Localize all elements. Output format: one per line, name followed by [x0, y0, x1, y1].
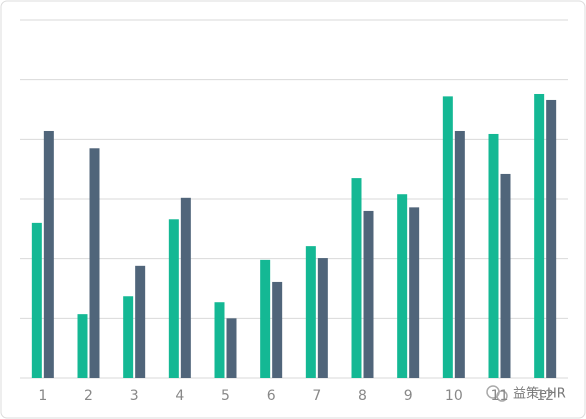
bar: [317, 258, 328, 378]
bar: [351, 178, 362, 378]
bar: [363, 210, 374, 378]
x-tick-label: 7: [312, 388, 321, 404]
bar: [226, 318, 237, 378]
bar: [500, 173, 511, 378]
bar: [546, 99, 557, 378]
watermark: 益策eHR: [513, 386, 566, 402]
bar: [488, 133, 499, 378]
bar: [409, 207, 420, 378]
bar: [43, 130, 54, 378]
x-tick-label: 2: [84, 388, 93, 404]
bar: [534, 93, 545, 378]
bar: [454, 130, 465, 378]
x-tick-label: 10: [445, 388, 463, 404]
x-tick-label: 8: [358, 388, 367, 404]
x-tick-label: 1: [38, 388, 47, 404]
x-tick-label: 6: [267, 388, 276, 404]
watermark-icon: [486, 385, 508, 402]
x-tick-label: 5: [221, 388, 230, 404]
x-tick-label: 9: [404, 388, 413, 404]
bar: [260, 259, 271, 378]
bar: [31, 222, 42, 378]
x-tick-label: 4: [175, 388, 184, 404]
bar: [180, 197, 191, 378]
bar: [272, 281, 283, 378]
bar: [135, 265, 146, 378]
x-tick-label: 11: [491, 388, 509, 404]
bar: [168, 219, 179, 378]
bar: [305, 246, 316, 378]
x-tick-label: 12: [536, 388, 554, 404]
bar: [77, 314, 88, 378]
bar: [123, 296, 134, 378]
bar: [89, 148, 100, 378]
bar: [214, 302, 225, 378]
x-tick-label: 3: [130, 388, 139, 404]
bar: [397, 194, 408, 378]
bar: [442, 96, 453, 378]
